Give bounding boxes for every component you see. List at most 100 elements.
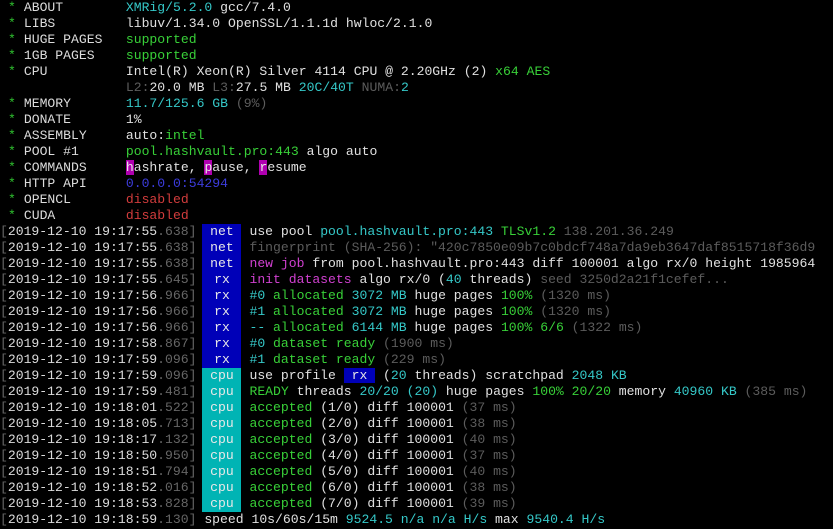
log-tag-rx: rx	[202, 320, 242, 336]
bullet-icon: *	[8, 48, 16, 63]
header-value: gcc/7.4.0	[212, 0, 291, 15]
log-message: (39 ms)	[461, 496, 517, 511]
timestamp: [2019-12-10 19:17:55.638]	[0, 240, 197, 255]
timestamp-date: 2019-12-10	[7, 368, 87, 383]
timestamp-date: 2019-12-10	[7, 512, 87, 527]
timestamp-time: 19:18:17	[94, 432, 158, 447]
log-message: TLSv1.2	[493, 224, 556, 239]
timestamp-time: 19:17:59	[94, 384, 158, 399]
log-message: (	[375, 368, 391, 383]
header-value: 1%	[125, 112, 142, 127]
timestamp-date: 2019-12-10	[7, 224, 87, 239]
bullet-icon: *	[8, 96, 16, 111]
header-row: * ASSEMBLY auto:intel	[0, 128, 833, 144]
header-value: auto:	[125, 128, 166, 143]
log-message: READY	[249, 384, 289, 399]
log-message: #1	[249, 352, 266, 367]
log-tag-cpu: cpu	[202, 384, 242, 400]
log-message: accepted	[249, 416, 313, 431]
log-line: [2019-12-10 19:17:59.096] rx #1 dataset re…	[0, 352, 833, 368]
header-row: * ABOUT XMRig/5.2.0 gcc/7.4.0	[0, 0, 833, 16]
log-message: 100% 20/20	[532, 384, 611, 399]
log-line: [2019-12-10 19:17:55.638] net fingerprint …	[0, 240, 833, 256]
timestamp-time: 19:18:50	[94, 448, 158, 463]
timestamp-date: 2019-12-10	[7, 464, 87, 479]
header-label: ASSEMBLY	[23, 128, 87, 143]
timestamp: [2019-12-10 19:17:55.645]	[0, 272, 197, 287]
timestamp-ms: .794	[157, 464, 189, 479]
log-message: 100%	[500, 304, 533, 319]
header-value: intel	[165, 128, 205, 143]
header-value: algo auto	[298, 144, 378, 159]
timestamp-date: 2019-12-10	[7, 320, 87, 335]
bullet-icon: *	[8, 208, 16, 223]
timestamp-ms: .966	[157, 320, 189, 335]
log-line: [2019-12-10 19:17:56.966] rx #1 allocated …	[0, 304, 833, 320]
timestamp-time: 19:17:55	[94, 256, 158, 271]
header-row: * MEMORY 11.7/125.6 GB (9%)	[0, 96, 833, 112]
header-row: * COMMANDS hashrate, pause, resume	[0, 160, 833, 176]
log-line: [2019-12-10 19:17:58.867] rx #0 dataset re…	[0, 336, 833, 352]
bullet-icon: *	[8, 0, 16, 15]
header-value: 11.7/125.6 GB	[125, 96, 229, 111]
header-value: pool.hashvault.pro:443	[125, 144, 299, 159]
timestamp: [2019-12-10 19:18:59.130]	[0, 512, 197, 527]
timestamp-ms: .096	[157, 368, 189, 383]
timestamp-ms: .966	[157, 288, 189, 303]
log-message: #1	[249, 304, 266, 319]
timestamp-time: 19:17:55	[94, 272, 158, 287]
log-message: rx	[343, 368, 376, 383]
timestamp-date: 2019-12-10	[7, 304, 87, 319]
log-message: huge pages	[406, 304, 501, 319]
log-line: [2019-12-10 19:18:17.132] cpu accepted (3/…	[0, 432, 833, 448]
log-tag-net: net	[202, 256, 242, 272]
log-message: (7/0) diff 100001	[312, 496, 462, 511]
header-row: * OPENCL disabled	[0, 192, 833, 208]
log-message: accepted	[249, 432, 313, 447]
log-message: algo rx/0 (	[351, 272, 446, 287]
timestamp-time: 19:17:59	[94, 352, 158, 367]
header-value: supported	[125, 32, 197, 47]
timestamp: [2019-12-10 19:18:05.713]	[0, 416, 197, 431]
log-message: threads) scratchpad	[406, 368, 572, 383]
timestamp: [2019-12-10 19:17:55.638]	[0, 256, 197, 271]
timestamp-ms: .638	[157, 256, 189, 271]
log-message: (1900 ms)	[375, 336, 454, 351]
log-message: threads)	[461, 272, 533, 287]
header-label: HTTP API	[23, 176, 87, 191]
log-message: allocated	[265, 304, 352, 319]
timestamp: [2019-12-10 19:17:56.966]	[0, 304, 197, 319]
header-label: POOL #1	[23, 144, 79, 159]
timestamp: [2019-12-10 19:17:56.966]	[0, 320, 197, 335]
timestamp-time: 19:18:51	[94, 464, 158, 479]
timestamp-ms: .096	[157, 352, 189, 367]
header-value: disabled	[125, 192, 189, 207]
log-message: accepted	[249, 448, 313, 463]
log-tag-cpu: cpu	[202, 416, 242, 432]
log-line: [2019-12-10 19:18:53.828] cpu accepted (7/…	[0, 496, 833, 512]
log-tag-rx: rx	[202, 288, 242, 304]
log-line: [2019-12-10 19:18:05.713] cpu accepted (2/…	[0, 416, 833, 432]
header-value: 20.0 MB	[149, 80, 205, 95]
log-message: (40 ms)	[461, 432, 517, 447]
log-message: allocated	[265, 288, 352, 303]
log-message: (38 ms)	[461, 416, 517, 431]
timestamp-ms: .828	[157, 496, 189, 511]
log-message: 9540.4 H/s	[526, 512, 606, 527]
header-value: 20C/40T	[290, 80, 354, 95]
log-output: [2019-12-10 19:17:55.638] net use pool poo…	[0, 224, 833, 528]
header-value: ause,	[212, 160, 260, 175]
header-row: * CPU Intel(R) Xeon(R) Silver 4114 CPU @ 2…	[0, 64, 833, 80]
log-line: [2019-12-10 19:17:59.096] cpu use profile …	[0, 368, 833, 384]
header-label: ABOUT	[23, 0, 64, 15]
timestamp-time: 19:17:56	[94, 304, 158, 319]
bullet-icon: *	[8, 112, 16, 127]
header-value: 27.5 MB	[235, 80, 291, 95]
log-line: [2019-12-10 19:17:55.645] rx init datasets…	[0, 272, 833, 288]
timestamp-date: 2019-12-10	[7, 480, 87, 495]
log-message: max	[487, 512, 527, 527]
log-message: accepted	[249, 400, 313, 415]
log-message: 9524.5 n/a n/a H/s	[345, 512, 488, 527]
timestamp-ms: .016	[157, 480, 189, 495]
